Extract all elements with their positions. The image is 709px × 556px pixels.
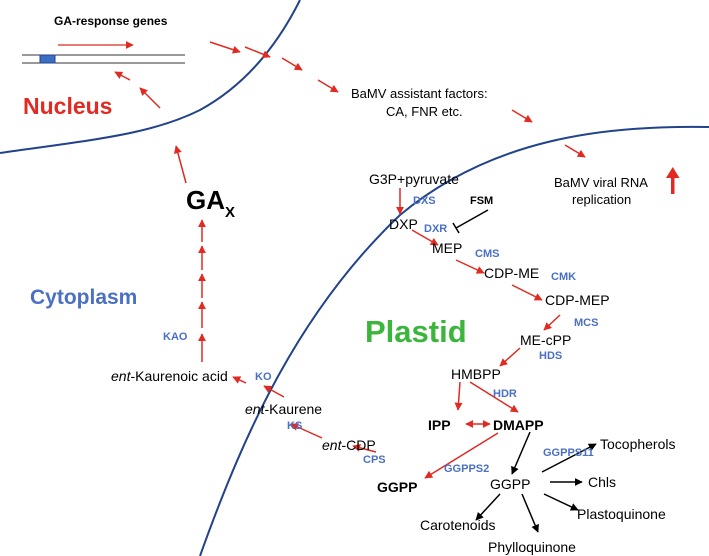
metabolite-mecpp: ME-cPP <box>520 332 572 348</box>
enzyme-cmk: CMK <box>551 271 577 283</box>
enzyme-hdr: HDR <box>493 388 517 400</box>
enzyme-kao: KAO <box>163 331 188 343</box>
metabolite-plastoquinone: Plastoquinone <box>577 506 666 522</box>
metabolite-ent-cdp: ent-CDP <box>322 438 376 452</box>
metabolite-phylloquinone: Phylloquinone <box>488 539 576 555</box>
enzyme-cms: CMS <box>475 248 500 260</box>
enzyme-ks: KS <box>287 420 303 432</box>
ga-label: GAX <box>186 185 235 220</box>
metabolite-ggpp-plastid: GGPP <box>490 476 531 492</box>
ga-main: GA <box>186 185 225 215</box>
ga-subscript: X <box>225 204 236 221</box>
metabolite-carotenoids: Carotenoids <box>420 517 496 533</box>
replication-line2: replication <box>572 192 632 207</box>
nuclear-membrane <box>0 0 301 154</box>
enzyme-cps: CPS <box>363 454 386 466</box>
metabolite-cdpmep: CDP-MEP <box>545 292 610 308</box>
enzyme-mcs: MCS <box>574 317 599 329</box>
replication-up-arrow <box>666 167 680 194</box>
metabolite-dxp: DXP <box>389 216 418 232</box>
ent-acid-rest: -Kaurenoic acid <box>130 368 228 384</box>
metabolite-hmbpp: HMBPP <box>451 366 501 382</box>
metabolite-chls: Chls <box>588 474 617 490</box>
signal-arrows <box>114 41 586 184</box>
ent-acid-prefix: ent <box>111 368 131 384</box>
ent-kaurene-rest: -Kaurene <box>264 401 323 417</box>
ggpp-branch-arrows <box>475 431 597 533</box>
enzyme-ko: KO <box>255 371 272 383</box>
ent-cdp-rest: -CDP <box>341 437 376 453</box>
cytoplasm-label: Cytoplasm <box>30 286 138 309</box>
mep-pathway-arrows <box>232 188 561 479</box>
enzyme-ggpps2: GGPPS2 <box>444 463 490 475</box>
fsm-inhibition <box>452 209 489 234</box>
metabolite-ent-kaurenoic-acid: ent-Kaurenoic acid <box>111 369 228 383</box>
factors-line2: CA, FNR etc. <box>386 104 463 119</box>
enzyme-ggpps11: GGPPS11 <box>543 447 594 459</box>
replication-line1: BaMV viral RNA <box>554 175 648 190</box>
metabolite-ent-kaurene: ent-Kaurene <box>245 402 322 416</box>
metabolite-ggpp-left: GGPP <box>377 479 418 495</box>
factors-line1: BaMV assistant factors: <box>351 86 488 101</box>
gene-icon <box>22 41 185 64</box>
metabolite-fsm: FSM <box>470 195 494 207</box>
metabolite-dmapp: DMAPP <box>493 417 544 433</box>
metabolite-ipp: IPP <box>428 417 451 433</box>
enzyme-dxr: DXR <box>424 223 448 235</box>
metabolite-g3p: G3P+pyruvate <box>369 171 459 187</box>
ent-kaurene-prefix: ent <box>245 401 265 417</box>
plastid-membrane <box>199 125 709 556</box>
enzyme-hds: HDS <box>539 350 563 362</box>
metabolite-tocopherols: Tocopherols <box>600 436 676 452</box>
nucleus-label: Nucleus <box>23 93 113 119</box>
enzyme-dxs: DXS <box>413 195 436 207</box>
metabolite-mep: MEP <box>432 240 463 256</box>
plastid-label: Plastid <box>365 314 467 349</box>
ent-cdp-prefix: ent <box>322 437 342 453</box>
gene-label: GA-response genes <box>54 14 168 28</box>
metabolite-cdpme: CDP-ME <box>484 265 540 281</box>
